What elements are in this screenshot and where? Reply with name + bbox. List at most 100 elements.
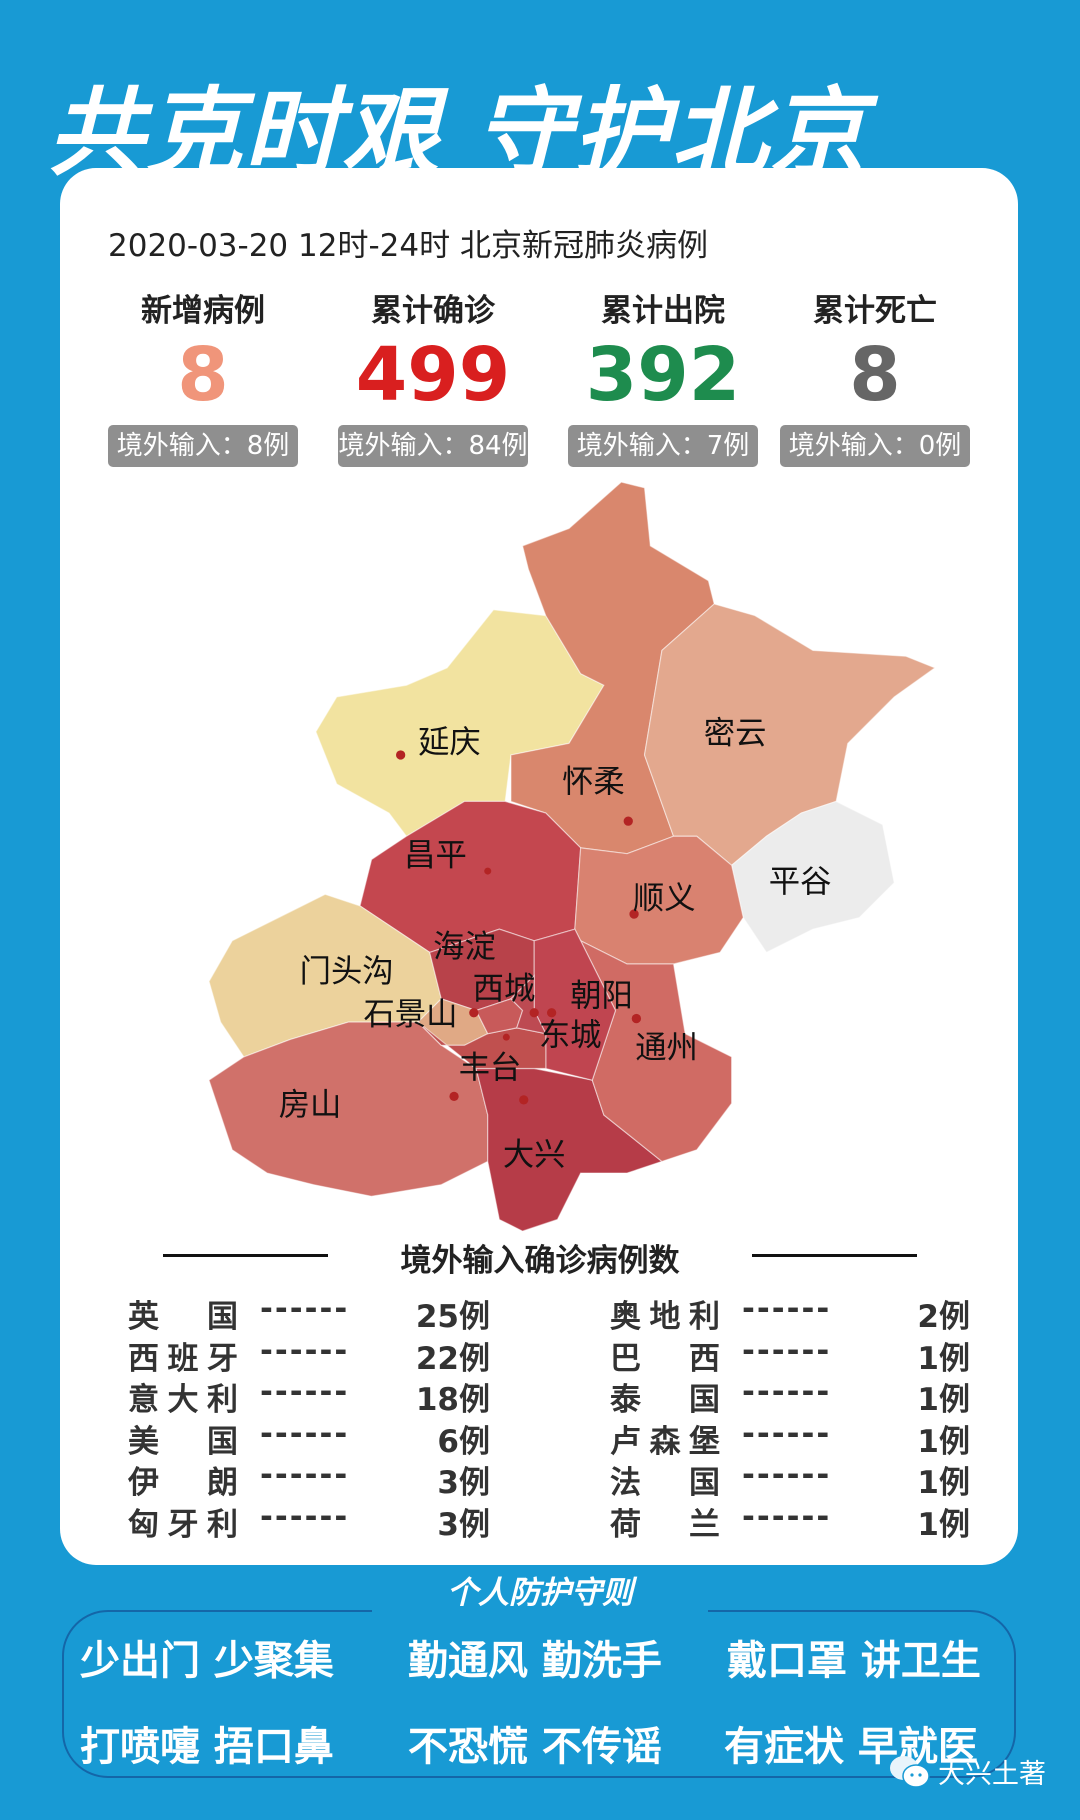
district-pinggu[interactable] [730,800,895,954]
district-seat-dot [631,1013,642,1024]
imported-cases-title: 境外输入确诊病例数 [400,1243,680,1279]
case-count: 1例 [917,1341,970,1377]
stat-label: 累计死亡 [813,293,937,329]
stat-label: 累计出院 [601,293,725,329]
label-miyun: 密云 [704,715,767,751]
imported-country-row: 意大利 ------ 18例 [128,1374,490,1418]
country-name: 荷兰 [610,1507,720,1543]
case-count: 1例 [917,1382,970,1418]
case-count: 18例 [415,1382,490,1418]
rules-box-gap [372,1606,708,1614]
label-shunyi: 顺义 [633,880,696,916]
case-count: 1例 [917,1424,970,1460]
district-seat-dot [629,909,639,919]
district-seat-dot [502,1033,510,1041]
stat-value: 8 [177,332,229,418]
stat-label: 新增病例 [141,293,265,329]
district-seat-dot [519,1095,529,1105]
report-date-line: 2020-03-20 12时-24时 北京新冠肺炎病例 [108,228,708,264]
district-dongcheng[interactable] [510,974,547,1035]
label-tongzhou: 通州 [635,1030,698,1066]
case-count: 1例 [917,1465,970,1501]
label-dongcheng: 东城 [539,1017,602,1053]
dash-leader: ------ [260,1416,350,1452]
imported-country-row: 卢森堡 ------ 1例 [610,1416,970,1460]
country-name: 匈牙利 [128,1507,238,1543]
imported-country-row: 伊朗 ------ 3例 [128,1457,490,1501]
district-seat-dot [546,1008,557,1018]
label-fengtai: 丰台 [459,1050,522,1086]
rule-item: 少出门 少聚集 [80,1638,334,1684]
imported-country-row: 荷兰 ------ 1例 [610,1499,970,1543]
imported-country-row: 英国 ------ 25例 [128,1291,490,1335]
label-xicheng: 西城 [473,971,536,1007]
district-seat-dot [449,1091,459,1102]
divider-left [163,1254,328,1257]
watermark-text: 大兴土著 [938,1759,1046,1790]
case-count: 22例 [415,1341,490,1377]
imported-country-row: 奥地利 ------ 2例 [610,1291,970,1335]
case-count: 2例 [917,1299,970,1335]
imported-country-row: 西班牙 ------ 22例 [128,1333,490,1377]
imported-country-row: 巴西 ------ 1例 [610,1333,970,1377]
label-mentougou: 门头沟 [300,953,394,989]
wechat-icon [890,1755,930,1788]
stat-total-confirmed: 累计确诊 499 境外输入：84例 [338,285,528,467]
case-count: 3例 [437,1507,490,1543]
rule-item: 勤通风 勤洗手 [408,1638,662,1684]
imported-country-row: 泰国 ------ 1例 [610,1374,970,1418]
stat-value: 392 [585,332,741,418]
label-huairou: 怀柔 [562,764,625,800]
rule-item: 戴口罩 讲卫生 [727,1638,981,1684]
dash-leader: ------ [742,1416,832,1452]
stat-imported-pill: 境外输入：8例 [108,425,298,467]
divider-right [752,1254,917,1257]
rule-item: 有症状 早就医 [724,1724,978,1770]
stat-new-cases: 新增病例 8 境外输入：8例 [108,285,298,467]
dash-leader: ------ [742,1457,832,1493]
rule-item: 打喷嚏 捂口鼻 [80,1724,334,1770]
label-pinggu: 平谷 [769,864,832,900]
imported-country-row: 匈牙利 ------ 3例 [128,1499,490,1543]
label-shijingshan: 石景山 [363,996,457,1032]
dash-leader: ------ [742,1499,832,1535]
imported-country-row: 法国 ------ 1例 [610,1457,970,1501]
stat-imported-pill: 境外输入：0例 [780,425,970,467]
country-name: 法国 [610,1465,720,1501]
watermark: 大兴土著 [888,1752,1046,1791]
dash-leader: ------ [742,1291,832,1327]
protection-rules-title: 个人防护守则 [447,1575,633,1611]
stat-imported-pill: 境外输入：7例 [568,425,758,467]
country-name: 西班牙 [128,1341,238,1377]
label-changping: 昌平 [404,837,467,873]
stat-value: 8 [849,332,901,418]
country-name: 美国 [128,1424,238,1460]
country-name: 泰国 [610,1382,720,1418]
dash-leader: ------ [260,1499,350,1535]
label-yanqing: 延庆 [418,725,481,761]
district-seat-dot [529,1008,539,1018]
dash-leader: ------ [260,1291,350,1327]
stat-imported-pill: 境外输入：84例 [338,425,528,467]
stat-value: 499 [355,332,511,418]
district-seat-dot [469,1008,479,1018]
district-seat-dot [396,750,406,760]
country-name: 巴西 [610,1341,720,1377]
country-name: 卢森堡 [610,1424,720,1460]
dash-leader: ------ [260,1374,350,1410]
dash-leader: ------ [742,1333,832,1369]
label-fangshan: 房山 [279,1087,342,1123]
dash-leader: ------ [742,1374,832,1410]
imported-country-row: 美国 ------ 6例 [128,1416,490,1460]
rule-item: 不恐慌 不传谣 [408,1724,662,1770]
dash-leader: ------ [260,1333,350,1369]
stat-label: 累计确诊 [371,293,495,329]
dash-leader: ------ [260,1457,350,1493]
country-name: 英国 [128,1299,238,1335]
case-count: 25例 [415,1299,490,1335]
district-seat-dot [623,816,633,826]
country-name: 意大利 [128,1382,238,1418]
country-name: 伊朗 [128,1465,238,1501]
case-count: 3例 [437,1465,490,1501]
